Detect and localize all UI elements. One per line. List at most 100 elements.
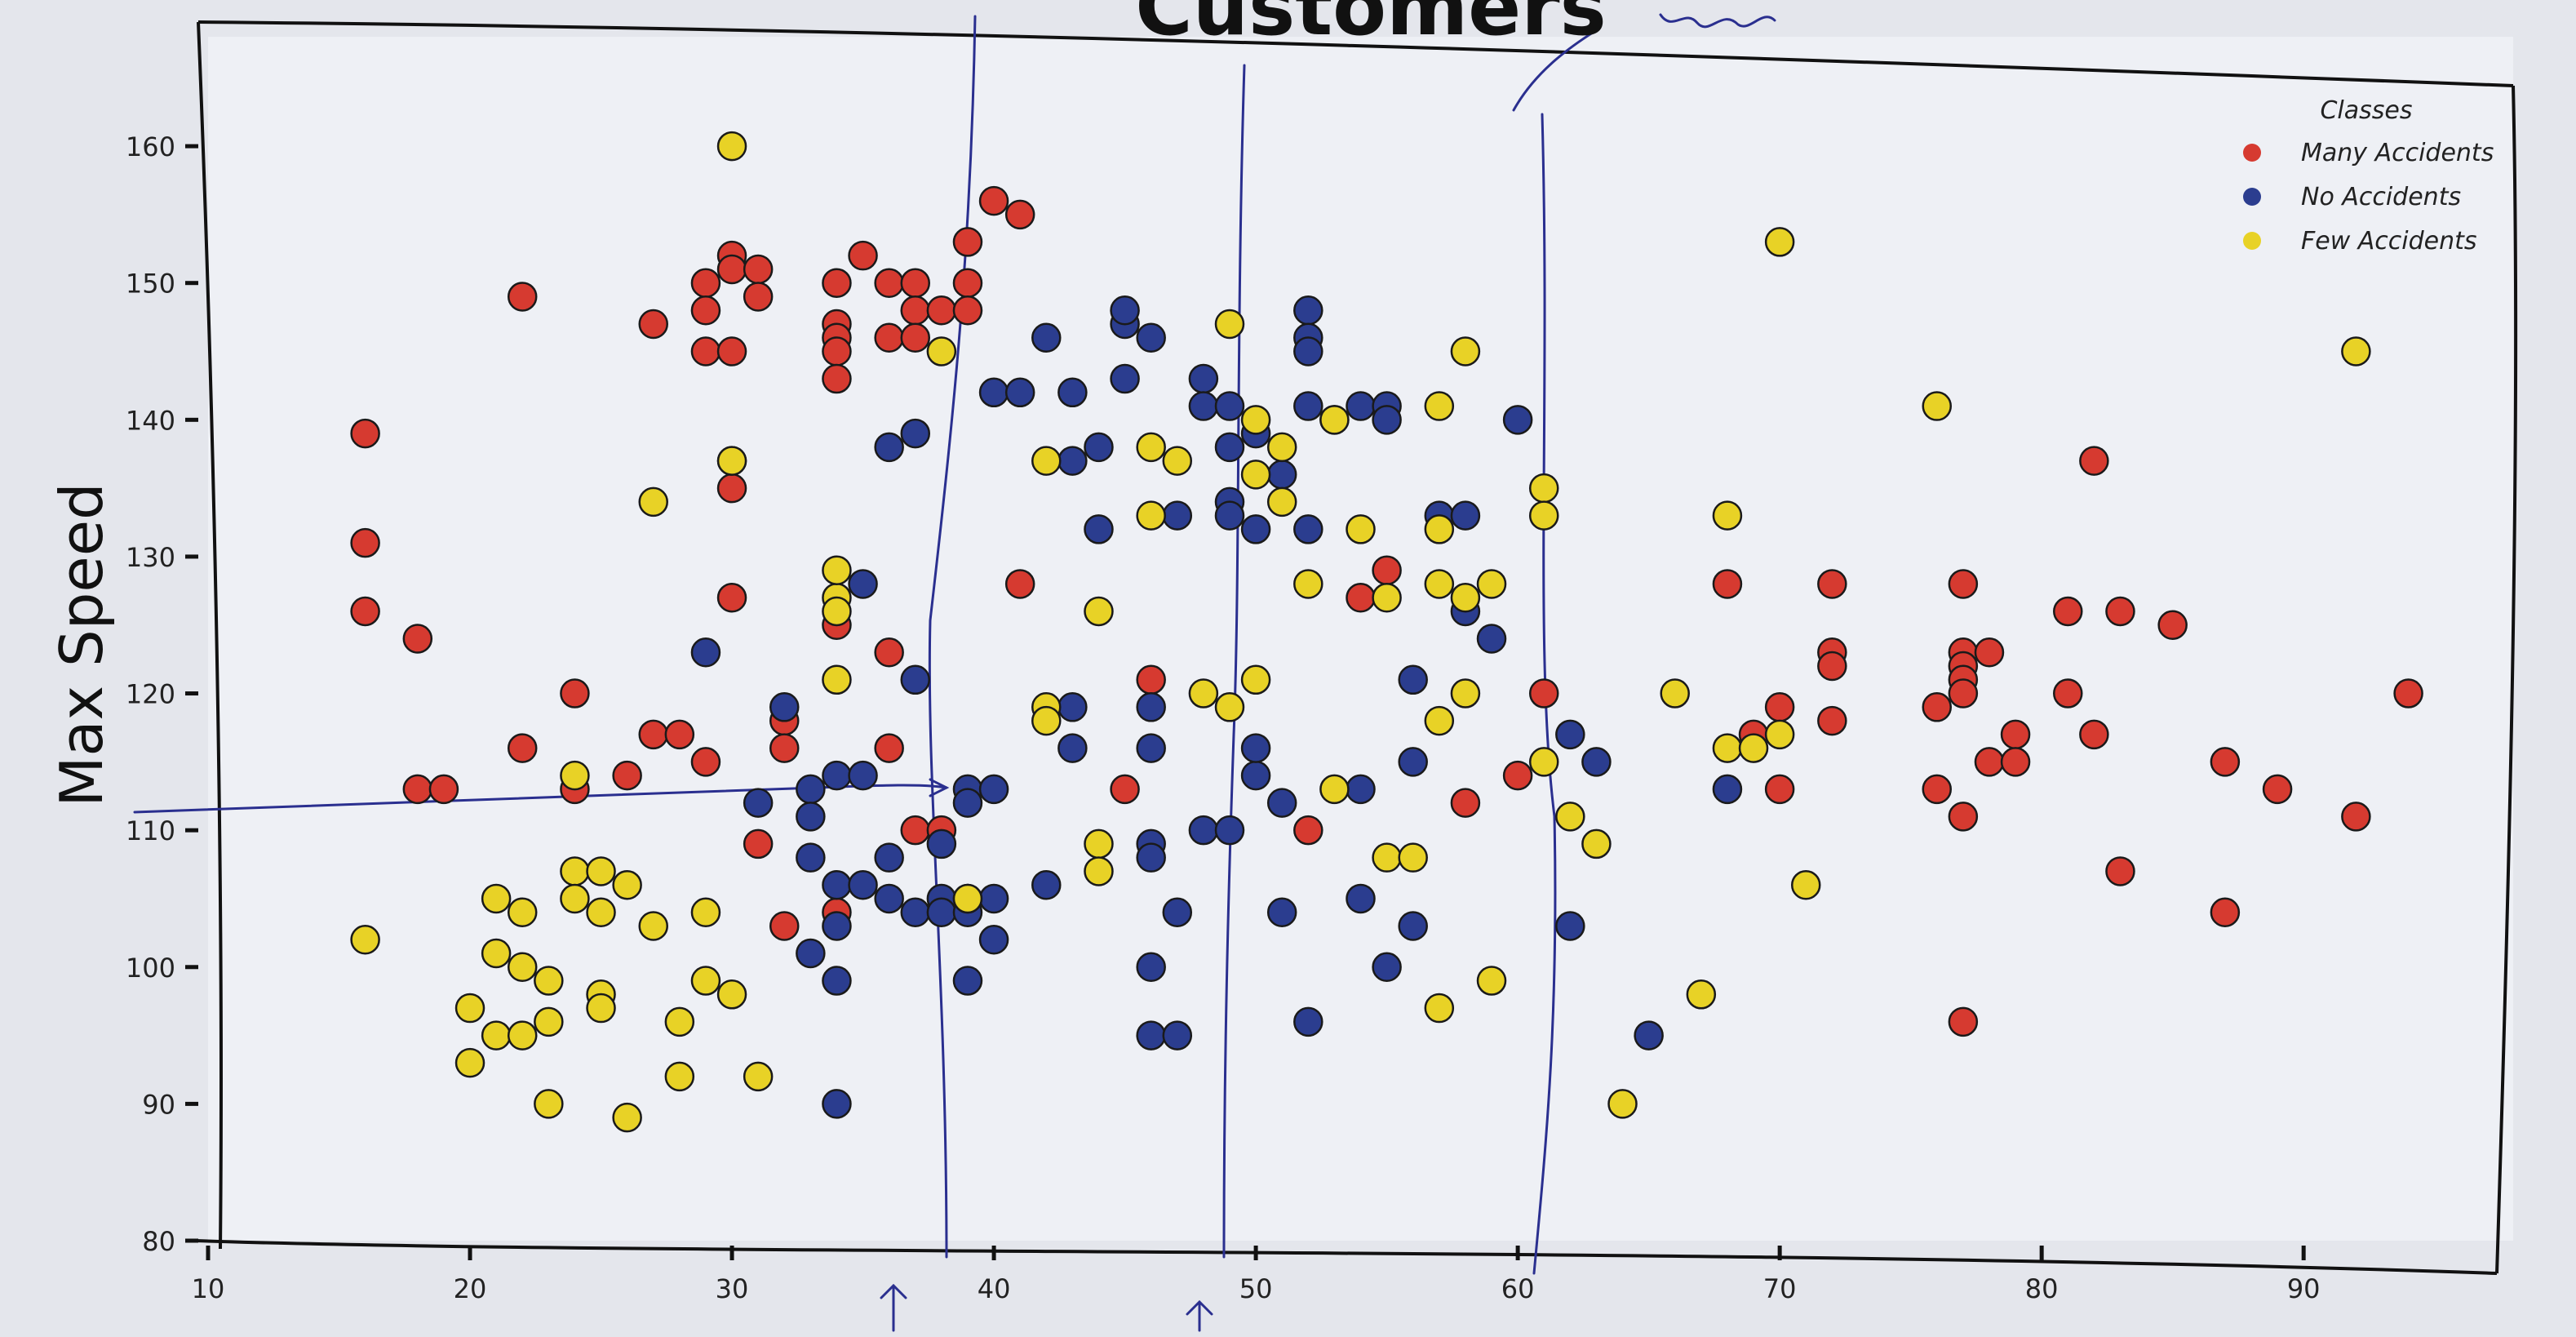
point-many-accidents	[716, 336, 747, 366]
point-few-accidents	[1712, 733, 1743, 763]
point-many-accidents	[690, 336, 721, 366]
point-few-accidents	[454, 993, 485, 1024]
point-no-accidents	[952, 788, 983, 818]
point-few-accidents	[716, 979, 747, 1010]
point-few-accidents	[1450, 678, 1481, 708]
y-tick-label: 130	[126, 542, 175, 573]
point-few-accidents	[507, 1020, 538, 1050]
point-no-accidents	[1214, 500, 1245, 531]
y-tick-label: 140	[126, 405, 175, 436]
point-few-accidents	[743, 1061, 774, 1092]
point-few-accidents	[560, 760, 590, 791]
point-many-accidents	[1764, 774, 1795, 805]
point-few-accidents	[612, 1102, 642, 1133]
point-no-accidents	[769, 692, 800, 722]
point-few-accidents	[1398, 842, 1428, 873]
point-many-accidents	[1922, 692, 1952, 722]
point-few-accidents	[1240, 405, 1271, 435]
pen-arrow-bottom-1	[880, 1283, 907, 1332]
point-no-accidents	[1555, 911, 1585, 941]
point-many-accidents	[952, 227, 983, 257]
point-no-accidents	[1293, 1006, 1323, 1037]
point-few-accidents	[1240, 460, 1271, 490]
point-few-accidents	[1319, 405, 1350, 435]
point-many-accidents	[1502, 760, 1533, 791]
point-few-accidents	[454, 1047, 485, 1078]
point-many-accidents	[1948, 569, 1979, 599]
point-many-accidents	[1004, 199, 1035, 230]
point-no-accidents	[978, 377, 1009, 408]
point-few-accidents	[481, 938, 512, 969]
point-many-accidents	[1948, 802, 1979, 832]
point-many-accidents	[1948, 1006, 1979, 1037]
point-many-accidents	[664, 719, 695, 750]
point-no-accidents	[822, 1089, 852, 1119]
y-tick-label: 80	[142, 1226, 175, 1257]
point-few-accidents	[586, 856, 616, 886]
point-few-accidents	[586, 897, 616, 927]
point-few-accidents	[1528, 747, 1559, 777]
x-tick-label: 60	[1501, 1273, 1535, 1304]
point-no-accidents	[822, 760, 852, 791]
point-few-accidents	[1424, 569, 1455, 599]
point-many-accidents	[2210, 747, 2241, 777]
point-many-accidents	[507, 282, 538, 312]
legend-title: Classes	[2320, 96, 2412, 125]
point-many-accidents	[1974, 637, 2005, 668]
legend-marker	[2243, 144, 2261, 162]
point-no-accidents	[1450, 500, 1481, 531]
point-few-accidents	[1764, 227, 1795, 257]
pen-arrowhead	[929, 778, 950, 797]
point-no-accidents	[1162, 897, 1193, 927]
point-many-accidents	[2157, 610, 2188, 640]
point-many-accidents	[769, 911, 800, 941]
point-no-accidents	[1136, 692, 1166, 722]
point-many-accidents	[822, 268, 852, 298]
y-axis-label: Max Speed	[47, 482, 116, 806]
point-many-accidents	[507, 733, 538, 763]
point-many-accidents	[2210, 897, 2241, 927]
point-many-accidents	[874, 637, 904, 668]
point-few-accidents	[1084, 828, 1114, 860]
point-no-accidents	[1634, 1020, 1664, 1050]
point-no-accidents	[822, 911, 852, 941]
legend-entry: No Accidents	[2301, 183, 2461, 211]
point-few-accidents	[1188, 678, 1219, 708]
y-tick-label: 90	[142, 1089, 175, 1120]
point-few-accidents	[1607, 1089, 1638, 1119]
point-no-accidents	[1476, 624, 1507, 654]
point-many-accidents	[2053, 596, 2083, 627]
legend-entry: Many Accidents	[2301, 139, 2494, 167]
point-no-accidents	[1266, 788, 1297, 818]
point-few-accidents	[1581, 828, 1612, 860]
point-no-accidents	[1057, 446, 1088, 476]
point-many-accidents	[2341, 802, 2371, 832]
point-many-accidents	[1293, 815, 1323, 846]
point-many-accidents	[2079, 719, 2109, 750]
point-few-accidents	[1555, 802, 1585, 832]
point-many-accidents	[2000, 747, 2031, 777]
point-few-accidents	[560, 883, 590, 914]
point-few-accidents	[1790, 869, 1821, 900]
point-no-accidents	[1293, 514, 1323, 544]
point-many-accidents	[1136, 664, 1166, 695]
point-many-accidents	[1922, 774, 1952, 805]
point-many-accidents	[1817, 651, 1847, 682]
point-few-accidents	[1266, 432, 1297, 463]
point-many-accidents	[743, 282, 774, 312]
frame-top	[197, 20, 2514, 87]
point-many-accidents	[350, 418, 380, 449]
point-no-accidents	[796, 802, 826, 832]
x-tick-label: 80	[2025, 1273, 2059, 1304]
point-many-accidents	[2105, 596, 2135, 627]
point-few-accidents	[1528, 473, 1559, 504]
point-few-accidents	[1214, 309, 1245, 340]
point-no-accidents	[1162, 1020, 1193, 1050]
point-many-accidents	[716, 582, 747, 613]
point-few-accidents	[664, 1006, 695, 1037]
point-many-accidents	[743, 254, 774, 285]
legend-entry: Few Accidents	[2301, 227, 2477, 255]
point-few-accidents	[638, 911, 668, 941]
point-no-accidents	[1110, 295, 1140, 326]
point-many-accidents	[402, 774, 433, 805]
